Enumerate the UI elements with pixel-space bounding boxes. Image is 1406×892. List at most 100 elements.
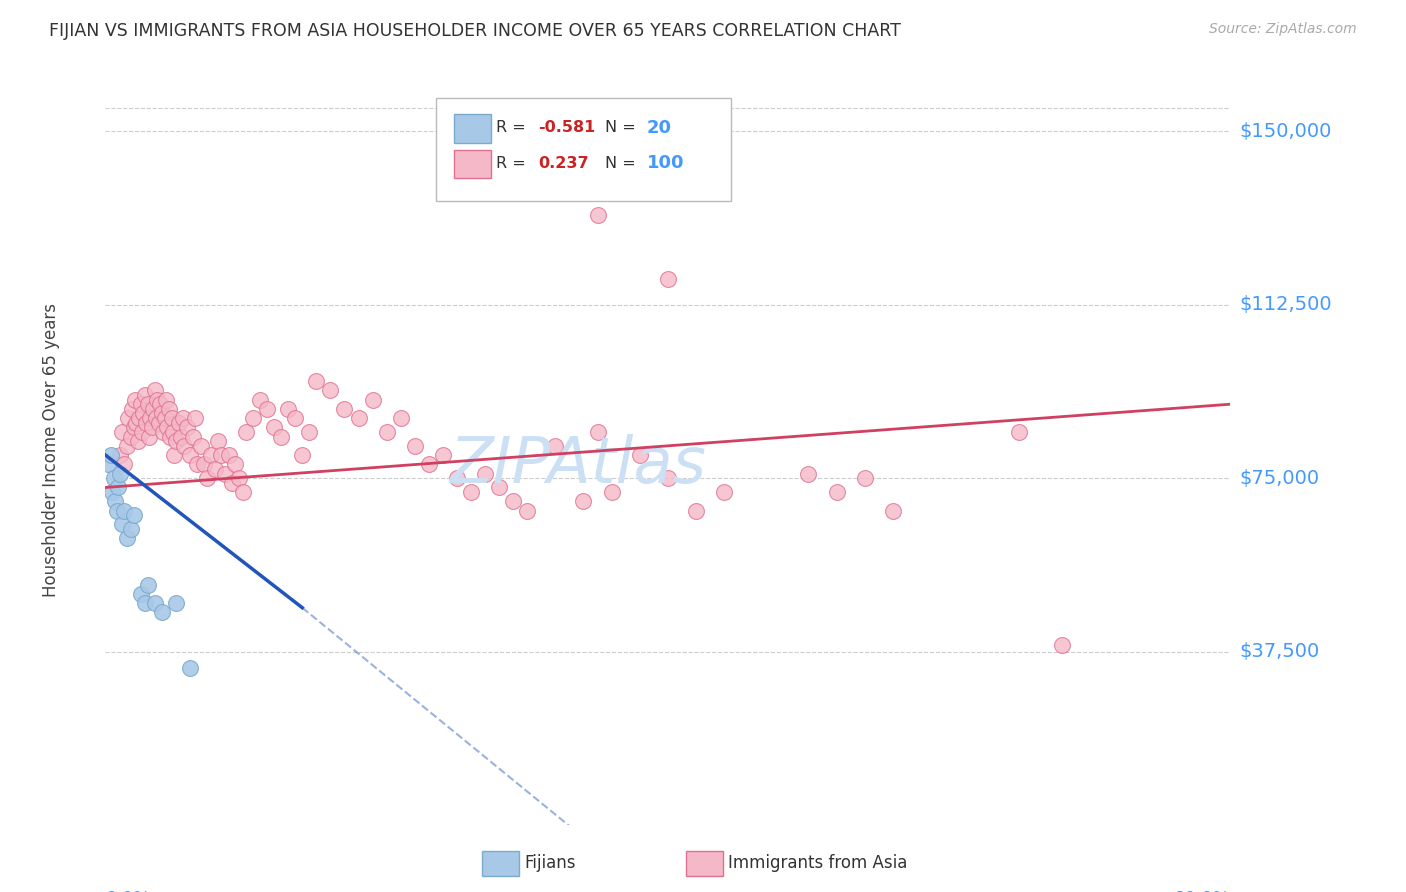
Point (122, 508, 145, 523)
Point (347, 411, 370, 425)
Point (853, 471, 876, 485)
Text: $112,500: $112,500 (1239, 295, 1331, 314)
Text: $150,000: $150,000 (1239, 122, 1331, 141)
Point (179, 661, 201, 675)
Point (172, 411, 194, 425)
Point (101, 485, 124, 500)
Point (404, 439, 426, 453)
Point (600, 485, 623, 500)
Point (138, 429, 160, 443)
Point (460, 485, 482, 500)
Point (122, 420, 145, 434)
Point (176, 420, 198, 434)
Point (516, 503, 538, 517)
Text: Immigrants from Asia: Immigrants from Asia (728, 855, 908, 872)
Text: 0.0%: 0.0% (105, 890, 150, 892)
Point (218, 448, 240, 462)
Point (165, 596, 187, 610)
Point (148, 416, 170, 430)
Point (305, 374, 328, 388)
Point (159, 429, 181, 443)
Text: Householder Income Over 65 years: Householder Income Over 65 years (42, 303, 60, 598)
Point (152, 425, 174, 439)
Text: 100: 100 (647, 154, 685, 172)
Point (128, 411, 150, 425)
Point (586, 208, 609, 222)
Text: 20: 20 (647, 119, 672, 136)
Point (127, 434, 149, 449)
Point (502, 494, 524, 508)
Point (242, 411, 264, 425)
Point (221, 475, 243, 490)
Point (291, 448, 314, 462)
Point (333, 401, 356, 416)
Text: 80.0%: 80.0% (1174, 890, 1230, 892)
Point (121, 401, 143, 416)
Text: Fijians: Fijians (524, 855, 576, 872)
Point (136, 577, 159, 591)
Point (108, 448, 131, 462)
Point (361, 392, 384, 407)
Point (134, 596, 156, 610)
Point (186, 458, 208, 472)
Point (131, 425, 153, 439)
Point (167, 416, 190, 430)
Point (224, 458, 246, 472)
Point (104, 494, 127, 508)
Point (389, 411, 412, 425)
Point (135, 416, 157, 430)
Point (125, 416, 148, 430)
Point (418, 458, 440, 472)
Point (284, 411, 307, 425)
Point (319, 384, 342, 398)
Point (132, 407, 155, 421)
Point (586, 425, 609, 439)
Point (129, 397, 152, 411)
Point (112, 458, 135, 472)
Point (160, 411, 183, 425)
Point (146, 392, 169, 407)
Text: $75,000: $75,000 (1239, 468, 1319, 488)
Point (1050, 638, 1073, 652)
Point (277, 401, 299, 416)
Point (170, 429, 193, 443)
Point (108, 467, 131, 481)
Point (150, 407, 173, 421)
Point (228, 471, 250, 485)
Text: $37,500: $37,500 (1239, 642, 1319, 661)
Point (190, 439, 212, 453)
Text: 0.237: 0.237 (538, 156, 589, 170)
Point (149, 397, 172, 411)
Point (882, 503, 904, 517)
Point (200, 448, 222, 462)
Point (115, 532, 138, 546)
Point (115, 439, 138, 453)
Text: FIJIAN VS IMMIGRANTS FROM ASIA HOUSEHOLDER INCOME OVER 65 YEARS CORRELATION CHAR: FIJIAN VS IMMIGRANTS FROM ASIA HOUSEHOLD… (49, 22, 901, 40)
Point (544, 439, 567, 453)
Point (235, 425, 257, 439)
Point (375, 425, 398, 439)
Point (657, 272, 679, 286)
Point (232, 485, 254, 500)
Point (628, 448, 651, 462)
Point (157, 401, 180, 416)
Point (474, 467, 496, 481)
Point (657, 471, 679, 485)
Text: R =: R = (496, 120, 531, 135)
Point (713, 485, 735, 500)
Point (111, 517, 134, 532)
Point (173, 439, 195, 453)
Point (163, 448, 186, 462)
Point (179, 448, 201, 462)
Point (103, 471, 125, 485)
Text: Source: ZipAtlas.com: Source: ZipAtlas.com (1209, 22, 1357, 37)
Point (120, 522, 142, 536)
Point (162, 425, 184, 439)
Point (572, 494, 595, 508)
Point (825, 485, 848, 500)
Point (181, 429, 204, 443)
Point (136, 397, 159, 411)
Point (797, 467, 820, 481)
Point (143, 596, 166, 610)
Point (270, 429, 292, 443)
